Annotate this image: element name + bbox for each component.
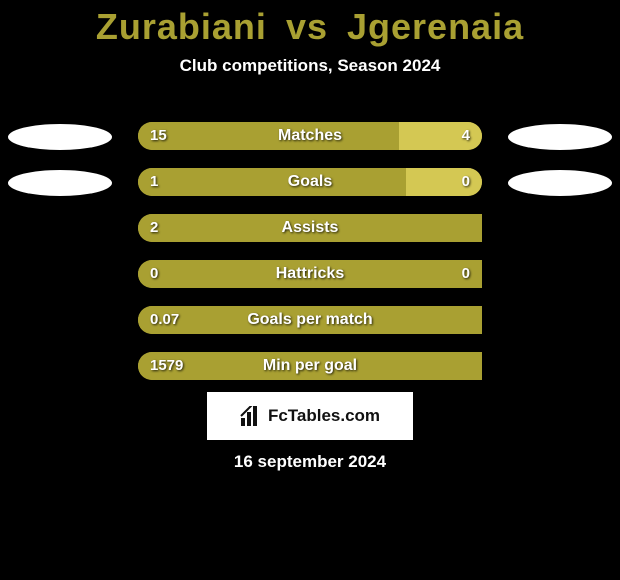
bar-segment-left: [138, 214, 482, 242]
stat-row: Hattricks00: [0, 250, 620, 296]
bar-track: [138, 168, 482, 196]
player2-name: Jgerenaia: [347, 6, 524, 47]
player1-name: Zurabiani: [96, 6, 267, 47]
bar-chart-icon: [240, 406, 262, 426]
page-title: Zurabiani vs Jgerenaia: [0, 0, 620, 48]
bar-segment-left: [138, 306, 482, 334]
bar-track: [138, 306, 482, 334]
brand-text: FcTables.com: [268, 406, 380, 426]
bar-track: [138, 214, 482, 242]
bar-segment-right: [399, 122, 482, 150]
bar-segment-left: [138, 352, 482, 380]
footer-date: 16 september 2024: [0, 452, 620, 472]
avatar-placeholder-left: [8, 124, 112, 150]
subtitle: Club competitions, Season 2024: [0, 56, 620, 76]
vs-text: vs: [286, 6, 328, 47]
stat-row: Min per goal1579: [0, 342, 620, 388]
stat-row: Goals per match0.07: [0, 296, 620, 342]
bar-track: [138, 260, 482, 288]
bar-segment-left: [138, 168, 406, 196]
bar-segment-left: [138, 122, 399, 150]
stat-row: Matches154: [0, 112, 620, 158]
stat-row: Assists2: [0, 204, 620, 250]
stat-row: Goals10: [0, 158, 620, 204]
bar-segment-right: [406, 168, 482, 196]
brand-box: FcTables.com: [207, 392, 413, 440]
bar-segment-left: [138, 260, 482, 288]
bar-track: [138, 352, 482, 380]
avatar-placeholder-right: [508, 170, 612, 196]
comparison-chart: Matches154Goals10Assists2Hattricks00Goal…: [0, 112, 620, 388]
bar-track: [138, 122, 482, 150]
avatar-placeholder-right: [508, 124, 612, 150]
avatar-placeholder-left: [8, 170, 112, 196]
